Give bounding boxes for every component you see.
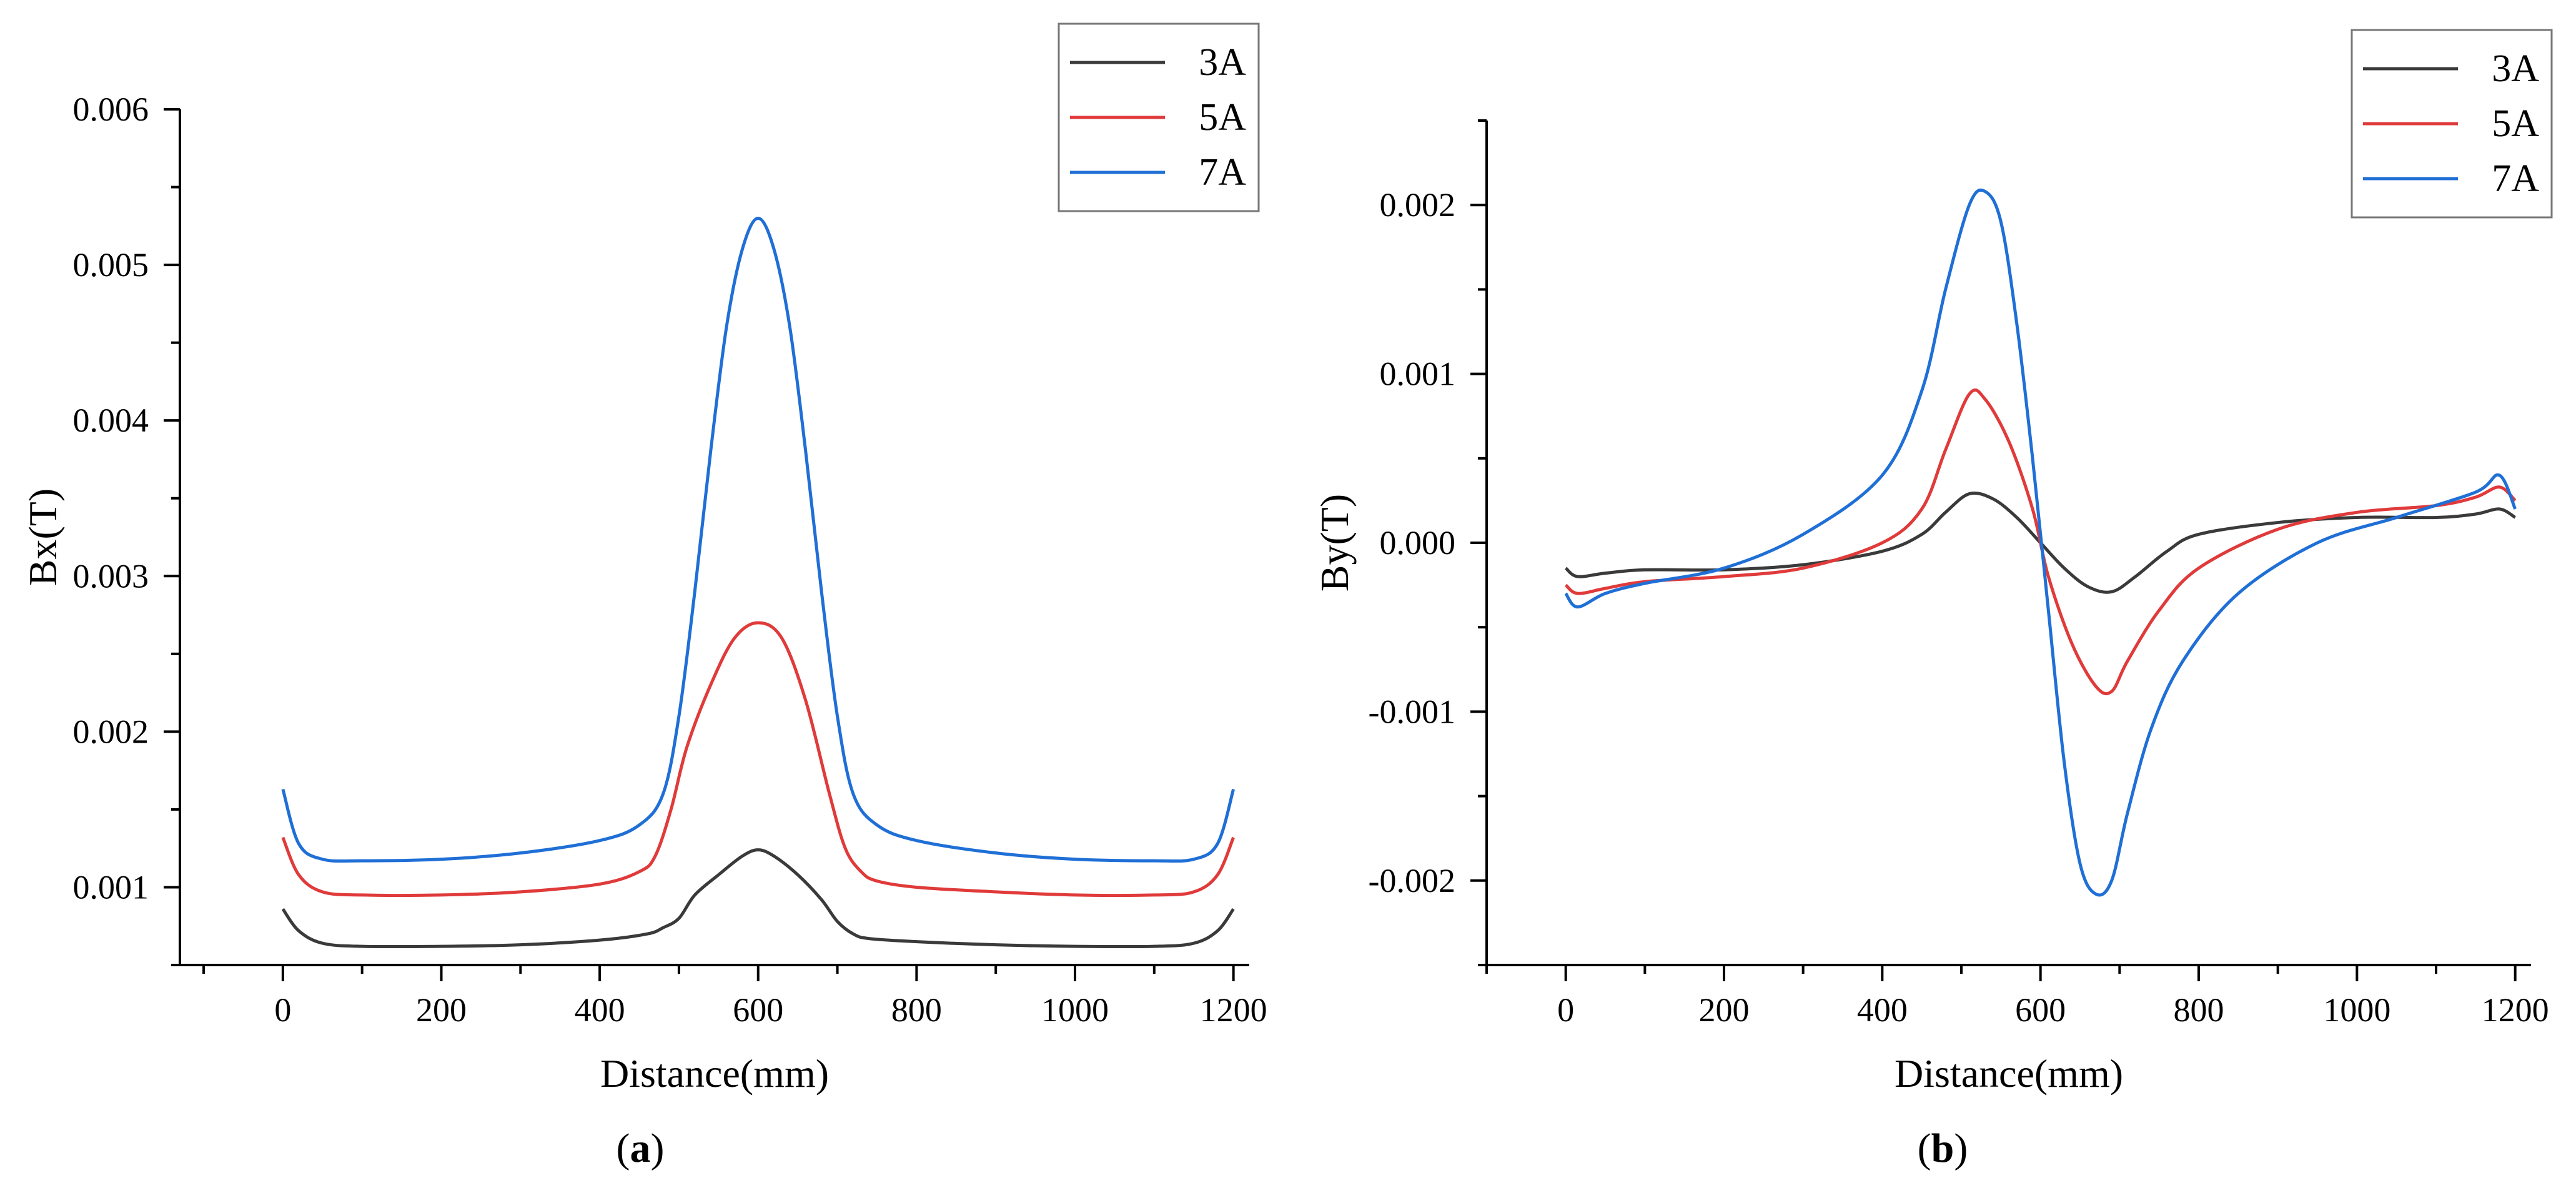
legend-label-3A: 3A	[1199, 41, 1246, 84]
x-tick-label: 1200	[2482, 991, 2549, 1029]
x-tick-label: 200	[1699, 991, 1750, 1029]
x-tick-label: 0	[274, 991, 291, 1029]
x-axis-label: Distance(mm)	[1895, 1051, 2123, 1096]
series-line-5A	[281, 621, 1235, 898]
legend-label-3A: 3A	[2492, 47, 2539, 90]
series-line-5A	[1564, 388, 2517, 696]
x-tick-label: 200	[416, 991, 467, 1029]
x-tick-label: 800	[2174, 991, 2224, 1029]
series-line-3A	[281, 848, 1235, 949]
x-tick-label: 600	[733, 991, 783, 1029]
series-line-7A	[1564, 188, 2517, 897]
y-tick-label: 0.001	[1380, 355, 1456, 393]
legend-label-5A: 5A	[2492, 102, 2539, 145]
x-tick-label: 800	[891, 991, 942, 1029]
y-tick-label: 0.006	[73, 91, 149, 128]
y-tick-label: -0.001	[1369, 693, 1455, 730]
x-axis-label: Distance(mm)	[600, 1051, 829, 1096]
y-tick-label: 0.000	[1380, 524, 1456, 562]
y-tick-label: 0.001	[73, 868, 149, 906]
x-tick-label: 1200	[1200, 991, 1267, 1029]
x-tick-label: 1000	[1041, 991, 1109, 1029]
legend-label-7A: 7A	[2492, 157, 2539, 200]
x-tick-label: 400	[575, 991, 625, 1029]
series-line-7A	[281, 216, 1236, 863]
legend-label-7A: 7A	[1199, 151, 1246, 194]
y-tick-label: 0.004	[73, 402, 149, 439]
y-tick-label: 0.005	[73, 246, 149, 284]
chart-a: 0 200 400 600 800 1000 1200 0.001 0.002 0.003 0.00…	[21, 22, 1267, 1171]
y-tick-label: 0.003	[73, 557, 149, 595]
panel-label: (a)	[617, 1126, 665, 1171]
chart-b: 0 200 400 600 800 1000 1200 -0.002 -0.001 0.000 0.…	[1312, 29, 2553, 1171]
y-tick-label: 0.002	[73, 713, 149, 750]
y-axis-label: Bx(T)	[21, 488, 65, 586]
x-tick-label: 0	[1557, 991, 1574, 1029]
x-tick-label: 600	[2015, 991, 2066, 1029]
y-tick-label: -0.002	[1369, 862, 1455, 899]
legend-label-5A: 5A	[1199, 96, 1246, 139]
x-tick-label: 400	[1857, 991, 1908, 1029]
y-axis-label: By(T)	[1312, 494, 1357, 592]
x-tick-label: 1000	[2323, 991, 2390, 1029]
panel-label: (b)	[1918, 1126, 1968, 1171]
y-tick-label: 0.002	[1380, 186, 1456, 224]
